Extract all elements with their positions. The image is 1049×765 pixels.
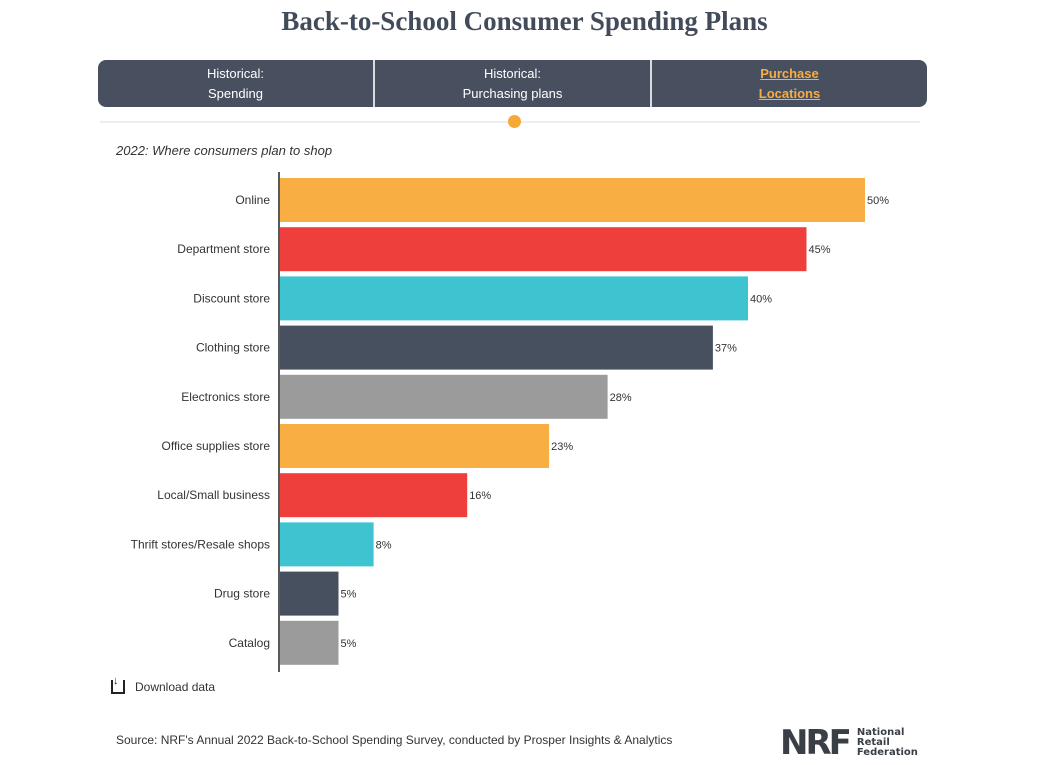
bar-chart: Online 50% Department store 45% Discount sto… — [131, 172, 889, 672]
tab-bar: Historical: Spending Historical: Purchas… — [98, 60, 927, 107]
download-label: Download data — [135, 680, 216, 694]
tab-purchase-locations[interactable]: Purchase Locations — [650, 60, 927, 107]
tab-label-line1: Historical: — [206, 65, 265, 81]
bar-online[interactable] — [280, 178, 865, 222]
bar-thrift-stores-resale-shops[interactable] — [280, 522, 374, 567]
category-label: Thrift stores/Resale shops — [131, 537, 270, 551]
nrf-logo[interactable]: NRF National Retail Federation — [780, 726, 918, 760]
category-label: Department store — [177, 242, 270, 256]
category-label: Clothing store — [196, 341, 270, 355]
bar-clothing-store[interactable] — [280, 325, 713, 370]
source-note: Source: NRF's Annual 2022 Back-to-School… — [116, 733, 673, 747]
bar-office-supplies-store[interactable] — [280, 424, 550, 468]
slider-indicator-dot[interactable] — [508, 115, 521, 128]
bar-catalog[interactable] — [280, 620, 339, 665]
value-label: 16% — [469, 490, 491, 502]
bar-electronics-store[interactable] — [280, 374, 608, 419]
value-label: 23% — [551, 441, 573, 453]
chart-subtitle: 2022: Where consumers plan to shop — [116, 143, 333, 158]
category-label: Catalog — [229, 636, 270, 650]
category-label: Office supplies store — [162, 439, 271, 453]
tab-label-line2: Locations — [758, 85, 821, 101]
bar-department-store[interactable] — [280, 227, 807, 272]
bar-local-small-business[interactable] — [280, 473, 468, 518]
tab-historical-spending[interactable]: Historical: Spending — [98, 60, 373, 107]
bar-drug-store[interactable] — [280, 571, 339, 616]
logo-mark: NRF — [780, 723, 852, 763]
category-label: Drug store — [214, 587, 270, 601]
logo-line: Retail — [856, 737, 890, 748]
logo-wordmark: National Retail Federation — [857, 728, 918, 758]
category-label: Online — [235, 193, 270, 207]
page-title: Back-to-School Consumer Spending Plans — [281, 6, 768, 36]
logo-line: National — [856, 727, 905, 738]
tab-label-line2: Spending — [208, 85, 263, 101]
bar-discount-store[interactable] — [280, 276, 748, 321]
value-label: 5% — [341, 638, 357, 650]
download-icon — [111, 675, 125, 694]
tab-label-line2: Purchasing plans — [462, 85, 563, 101]
category-label: Local/Small business — [157, 488, 270, 502]
logo-line: Federation — [856, 747, 918, 758]
category-label: Discount store — [193, 291, 270, 305]
category-label: Electronics store — [181, 390, 270, 404]
download-data-button[interactable]: Download data — [111, 675, 216, 694]
value-label: 8% — [376, 539, 392, 551]
value-label: 40% — [750, 293, 772, 305]
tab-label-line1: Purchase — [760, 65, 819, 81]
value-label: 50% — [867, 195, 889, 207]
tab-historical-purchasing-plans[interactable]: Historical: Purchasing plans — [373, 60, 650, 107]
tab-label-line1: Historical: — [483, 65, 542, 81]
value-label: 28% — [610, 392, 632, 404]
value-label: 45% — [809, 244, 831, 256]
value-label: 37% — [715, 343, 737, 355]
value-label: 5% — [341, 589, 357, 601]
